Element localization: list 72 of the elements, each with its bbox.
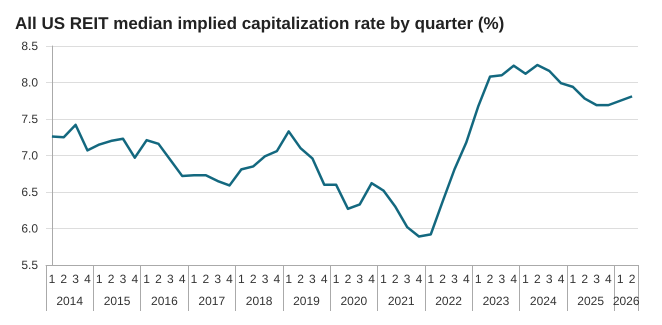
x-tick-label: 4 (558, 272, 565, 286)
y-tick-label: 7.5 (21, 112, 38, 126)
text: 2014 (56, 294, 84, 308)
x-tick-label: 2 (392, 272, 399, 286)
y-tick-label: 8.0 (21, 76, 38, 90)
x-tick-label: 4 (320, 272, 328, 286)
x-tick-label: 2 (250, 272, 257, 286)
x-tick-label: 3 (546, 272, 553, 286)
x-tick-label: 2 (155, 272, 162, 286)
x-tick-label: 4 (462, 272, 470, 286)
chart-title: All US REIT median implied capitalization rate by quarter (%) (15, 14, 504, 33)
x-tick-label: 1 (190, 272, 198, 286)
x-tick-label: 2 (486, 272, 494, 286)
x-tick-label: 1 (285, 272, 292, 286)
text: 2017 (198, 294, 226, 308)
x-tick-label: 1 (96, 272, 103, 286)
x-tick-label: 2 (60, 272, 68, 286)
text: 2020 (340, 294, 368, 308)
x-tick-label: 3 (166, 272, 174, 286)
text: 2023 (482, 294, 510, 308)
y-tick-label: 8.5 (21, 39, 38, 53)
x-tick-label: 4 (274, 272, 281, 286)
x-tick-label: 2 (628, 272, 636, 286)
y-tick-label: 6.5 (21, 185, 38, 199)
x-tick-label: 1 (238, 272, 246, 286)
x-tick-label: 3 (498, 272, 506, 286)
x-tick-label: 4 (605, 272, 612, 286)
text: 2025 (577, 294, 604, 308)
x-tick-label: 4 (368, 272, 376, 286)
x-tick-label: 1 (143, 272, 150, 286)
text: 2022 (435, 294, 462, 308)
x-tick-label: 2 (534, 272, 542, 286)
x-tick-label: 1 (616, 272, 624, 286)
x-tick-label: 4 (416, 272, 423, 286)
x-tick-label: 3 (262, 272, 269, 286)
text: 2015 (104, 294, 131, 308)
text: 2018 (246, 294, 273, 308)
y-tick-label: 6.0 (21, 222, 38, 236)
x-tick-label: 2 (344, 272, 352, 286)
x-tick-label: 1 (522, 272, 530, 286)
text: 2019 (293, 294, 320, 308)
x-tick-label: 3 (120, 272, 127, 286)
x-tick-label: 3 (309, 272, 316, 286)
x-tick-label: 3 (72, 272, 80, 286)
x-tick-label: 2 (202, 272, 210, 286)
y-tick-label: 7.0 (21, 148, 38, 162)
x-tick-label: 3 (451, 272, 458, 286)
text: 2024 (530, 294, 557, 308)
line-series (50, 64, 634, 238)
x-tick-label: 1 (427, 272, 434, 286)
x-tick-label: 2 (581, 272, 588, 286)
x-tick-label: 4 (510, 272, 518, 286)
x-tick-label: 2 (297, 272, 304, 286)
x-tick-label: 2 (439, 272, 446, 286)
x-tick-label: 3 (593, 272, 600, 286)
x-tick-label: 4 (178, 272, 186, 286)
y-tick-label: 5.5 (21, 258, 38, 272)
x-tick-label: 3 (356, 272, 364, 286)
x-tick-label: 1 (332, 272, 340, 286)
x-tick-label: 3 (404, 272, 411, 286)
x-tick-label: 1 (570, 272, 577, 286)
text: 2021 (388, 294, 415, 308)
x-tick-label: 4 (84, 272, 92, 286)
x-tick-label: 2 (108, 272, 115, 286)
x-tick-label: 4 (226, 272, 234, 286)
text: 2026 (612, 294, 640, 308)
x-tick-label: 3 (214, 272, 222, 286)
x-tick-label: 1 (48, 272, 56, 286)
x-tick-label: 1 (380, 272, 388, 286)
text: 2016 (151, 294, 178, 308)
x-tick-label: 1 (474, 272, 482, 286)
x-tick-label: 4 (131, 272, 138, 286)
